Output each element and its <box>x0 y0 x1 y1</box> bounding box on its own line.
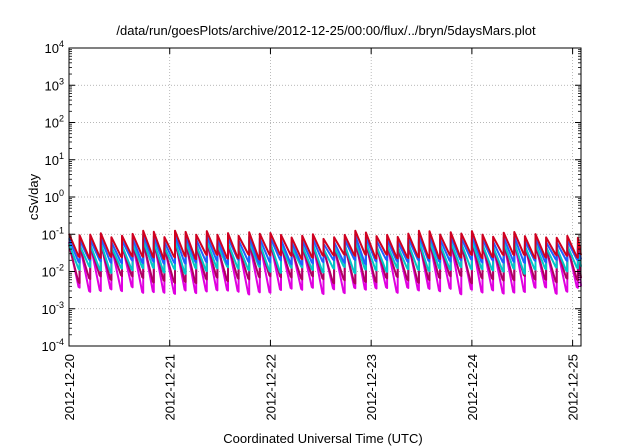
y-tick-label: 10-1 <box>42 225 64 242</box>
x-tick-label: 2012-12-24 <box>465 354 480 421</box>
y-tick-label: 10-3 <box>42 300 64 317</box>
series-line <box>68 229 582 261</box>
y-tick-label: 104 <box>45 39 64 56</box>
y-tick-label: 101 <box>45 151 64 168</box>
x-tick-label: 2012-12-23 <box>364 354 379 421</box>
y-tick-label: 100 <box>45 188 64 205</box>
x-tick-label: 2012-12-21 <box>163 354 178 421</box>
x-axis: 2012-12-20 2012-12-21 2012-12-22 2012-12-23… <box>62 48 581 421</box>
x-axis-label: Coordinated Universal Time (UTC) <box>223 431 422 446</box>
series-group <box>68 229 582 296</box>
y-tick-label: 10-4 <box>42 337 64 354</box>
y-axis: 10-4 10-3 10-2 10-1 100 101 102 103 104 <box>42 39 581 354</box>
x-tick-label: 2012-12-25 <box>566 354 581 421</box>
y-axis-label: cSv/day <box>26 173 41 220</box>
y-tick-label: 10-2 <box>42 263 64 280</box>
x-tick-label: 2012-12-20 <box>62 354 77 421</box>
series-line <box>68 239 582 275</box>
x-tick-label: 2012-12-22 <box>263 354 278 421</box>
chart-title: /data/run/goesPlots/archive/2012-12-25/0… <box>116 23 536 38</box>
y-tick-label: 103 <box>45 76 64 93</box>
y-tick-label: 102 <box>45 114 64 131</box>
grid <box>68 48 581 346</box>
series-line <box>68 234 582 266</box>
